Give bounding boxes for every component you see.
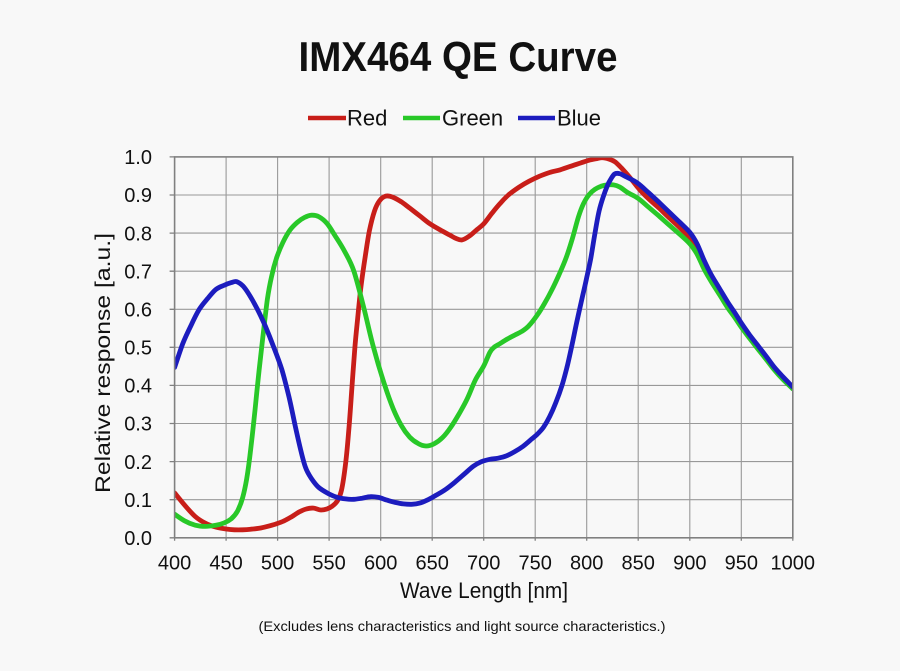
- svg-text:0.4: 0.4: [124, 376, 152, 398]
- svg-text:0.5: 0.5: [124, 338, 152, 360]
- svg-text:Wave Length [nm]: Wave Length [nm]: [400, 578, 568, 603]
- svg-text:Green: Green: [442, 106, 503, 131]
- svg-text:900: 900: [673, 553, 706, 575]
- svg-text:1.0: 1.0: [124, 147, 152, 169]
- svg-text:(Excludes lens characteristics: (Excludes lens characteristics and light…: [259, 618, 666, 634]
- svg-text:750: 750: [519, 553, 552, 575]
- svg-text:0.1: 0.1: [124, 490, 152, 512]
- svg-text:Relative response [a.u.]: Relative response [a.u.]: [92, 233, 115, 493]
- svg-text:600: 600: [364, 553, 397, 575]
- svg-text:500: 500: [261, 553, 294, 575]
- svg-text:700: 700: [467, 553, 500, 575]
- svg-text:0.6: 0.6: [124, 300, 152, 322]
- svg-text:0.9: 0.9: [124, 185, 152, 207]
- svg-text:400: 400: [158, 553, 191, 575]
- svg-text:650: 650: [416, 553, 449, 575]
- svg-text:0.2: 0.2: [124, 452, 152, 474]
- svg-text:950: 950: [725, 553, 758, 575]
- svg-text:1000: 1000: [771, 553, 816, 575]
- svg-text:0.7: 0.7: [124, 261, 152, 283]
- svg-text:0.3: 0.3: [124, 414, 152, 436]
- svg-text:IMX464 QE Curve: IMX464 QE Curve: [299, 33, 618, 80]
- svg-text:550: 550: [312, 553, 345, 575]
- svg-text:Red: Red: [347, 106, 387, 131]
- svg-text:800: 800: [570, 553, 603, 575]
- svg-text:0.0: 0.0: [124, 528, 152, 550]
- svg-text:Blue: Blue: [557, 106, 601, 131]
- svg-text:450: 450: [209, 553, 242, 575]
- svg-text:850: 850: [622, 553, 655, 575]
- svg-text:0.8: 0.8: [124, 223, 152, 245]
